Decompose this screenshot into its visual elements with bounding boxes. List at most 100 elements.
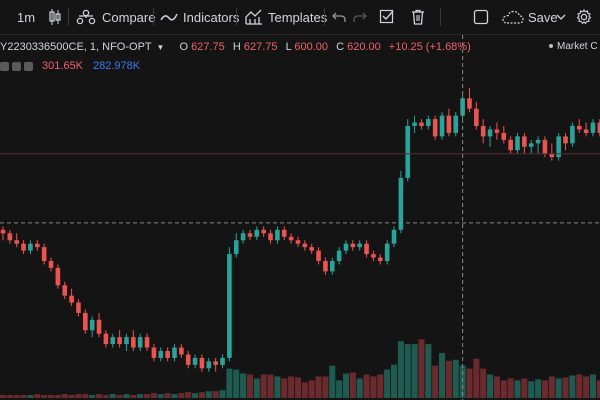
candle-body [254, 229, 260, 237]
candle-body [535, 139, 541, 144]
candle-body [528, 143, 534, 147]
volume-bar [452, 359, 459, 398]
volume-bar [246, 374, 253, 398]
candle [549, 143, 555, 161]
interval-button[interactable]: 1m [17, 0, 35, 34]
volume-bar [301, 382, 308, 398]
candle-body [55, 267, 61, 286]
candle [110, 333, 116, 348]
candle [316, 247, 321, 265]
candle-body [41, 247, 47, 261]
candle [295, 236, 301, 248]
volume-bar [425, 344, 432, 398]
candle-body [192, 357, 198, 365]
settings-button[interactable] [576, 0, 592, 34]
compare-button[interactable]: Compare [76, 0, 155, 34]
volume-value: 301.65K [42, 60, 83, 72]
candle-body [501, 132, 507, 140]
candle [371, 250, 376, 261]
chart-type-button[interactable] [48, 0, 62, 34]
save-button[interactable]: Save [502, 0, 558, 34]
compare-icon [76, 9, 96, 25]
top-toolbar: 1m Compare Indicators [0, 0, 600, 35]
candle-body [165, 351, 170, 358]
candle-body [364, 243, 369, 255]
redo-button[interactable] [353, 0, 367, 34]
compare-label: Compare [102, 9, 156, 25]
volume-bar [130, 395, 137, 398]
candle-body [378, 257, 383, 261]
symbol-menu-icon[interactable]: ▼ [156, 43, 165, 52]
volume-bar [555, 378, 562, 398]
undo-button[interactable] [332, 0, 346, 34]
volume-bar [54, 395, 61, 398]
volume-bar [185, 392, 192, 398]
candle [426, 115, 431, 130]
volume-bar [0, 395, 7, 398]
candle-body [288, 236, 294, 241]
settings-small-icon[interactable] [12, 61, 21, 71]
volume-bar [144, 394, 151, 398]
candle-body [83, 312, 88, 331]
candle [412, 115, 417, 133]
price-chart[interactable] [0, 35, 600, 400]
candle [89, 316, 95, 338]
candle-body [542, 139, 548, 154]
candle-body [522, 136, 527, 147]
volume-bar [267, 374, 274, 398]
candle-body [281, 229, 287, 237]
candle-body [62, 285, 68, 296]
candle [261, 226, 266, 237]
checkbox-button[interactable] [379, 0, 395, 34]
volume-bar [322, 376, 329, 398]
volume-bar [397, 341, 404, 398]
layout-button[interactable] [473, 0, 489, 34]
low-label: L [285, 41, 292, 53]
candle [556, 132, 561, 161]
low-value: 600.00 [294, 41, 328, 53]
candle [131, 330, 136, 351]
candle-body [432, 119, 438, 137]
cloud-icon [502, 10, 524, 24]
volume-bar [576, 374, 583, 398]
chevron-down-icon [556, 14, 566, 20]
volume-bar [404, 344, 411, 398]
candle-body [96, 319, 102, 334]
candle-body [48, 261, 54, 268]
delete-button[interactable] [411, 0, 425, 34]
candle-body [227, 254, 232, 358]
symbol-name[interactable]: Y2230336500CE, 1, NFO-OPT [0, 41, 152, 53]
close-small-icon[interactable] [24, 61, 33, 71]
candle-body [583, 129, 589, 133]
candle-body [343, 243, 349, 251]
candle [494, 122, 500, 140]
candle [350, 240, 356, 251]
candle [323, 257, 328, 275]
indicators-label: Indicators [183, 9, 240, 25]
candle [535, 136, 541, 154]
eye-icon[interactable] [0, 61, 9, 71]
save-menu-button[interactable] [556, 0, 566, 34]
candle-body [480, 126, 486, 137]
candle-body [439, 115, 445, 137]
candle-body [494, 129, 500, 133]
market-status[interactable]: Market C [549, 41, 598, 52]
candle [576, 119, 582, 133]
candle-body [76, 302, 81, 313]
volume-bar [370, 376, 377, 398]
candle [467, 87, 472, 113]
candle [172, 344, 177, 362]
volume-bar [583, 376, 590, 398]
volume-bar [294, 377, 302, 398]
templates-button[interactable]: Templates [245, 0, 327, 34]
candle [439, 112, 445, 140]
candle-body [329, 261, 335, 272]
candle [275, 226, 280, 244]
indicators-button[interactable]: Indicators [160, 0, 239, 34]
candle [398, 171, 404, 234]
candle [446, 108, 452, 137]
symbol-legend: Y2230336500CE, 1, NFO-OPT ▼ O 627.75 H 6… [0, 41, 471, 53]
candle [501, 126, 507, 144]
candle-body [412, 122, 417, 126]
candle-body [419, 122, 424, 126]
